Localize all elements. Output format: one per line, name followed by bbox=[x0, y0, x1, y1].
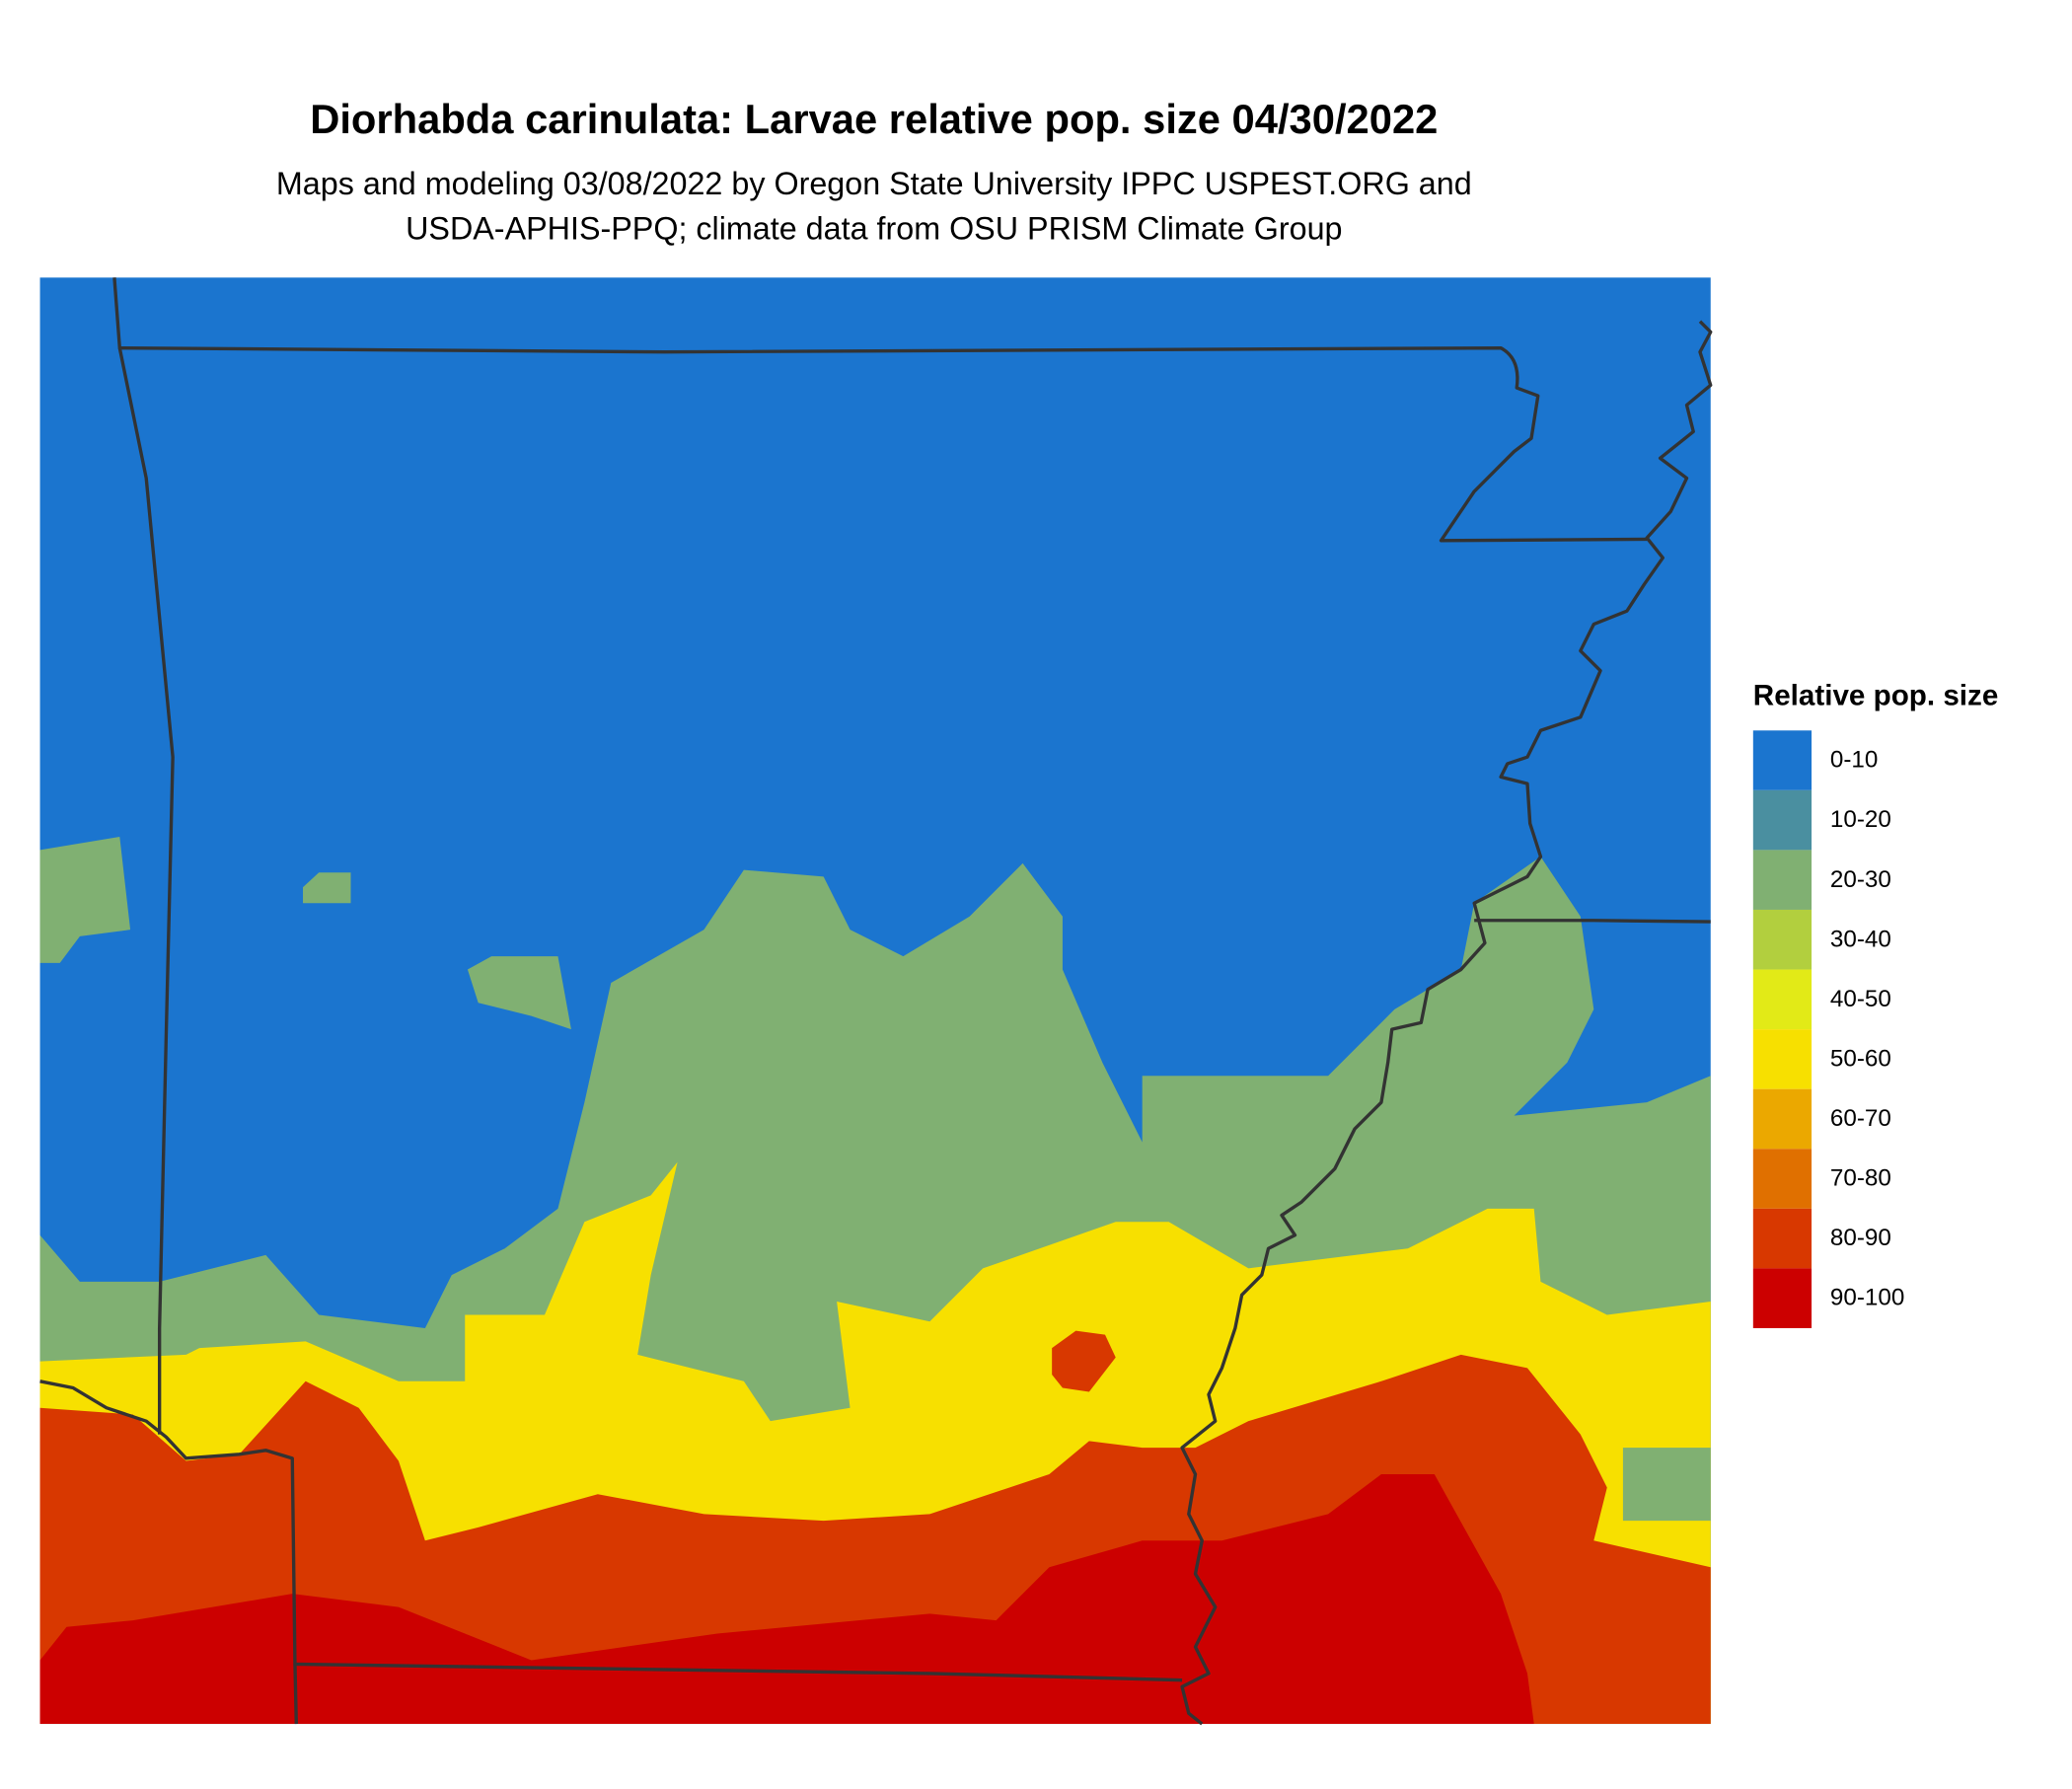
legend-swatch bbox=[1752, 1029, 1813, 1089]
zone-20-30 bbox=[467, 956, 571, 1030]
state-border bbox=[293, 1664, 298, 1725]
zone-20-30 bbox=[39, 836, 131, 963]
legend-label: 20-30 bbox=[1830, 866, 1891, 893]
legend-label: 80-90 bbox=[1830, 1225, 1891, 1251]
legend-label: 30-40 bbox=[1830, 926, 1891, 952]
legend-label: 0-10 bbox=[1830, 747, 1878, 774]
legend-label: 40-50 bbox=[1830, 986, 1891, 1012]
state-border bbox=[112, 277, 1648, 543]
legend-swatch bbox=[1752, 1268, 1813, 1328]
legend-title: Relative pop. size bbox=[1753, 679, 1998, 711]
map-subtitle: Maps and modeling 03/08/2022 by Oregon S… bbox=[276, 166, 1472, 201]
legend: 0-10 10-20 20-30 30-40 40-50 50-60 60-70 70-80 8… bbox=[1752, 730, 1904, 1328]
legend-label: 60-70 bbox=[1830, 1105, 1891, 1132]
state-border bbox=[117, 347, 175, 1435]
state-border bbox=[39, 1379, 1183, 1682]
state-border bbox=[1180, 320, 1713, 1726]
map-subtitle: USDA-APHIS-PPQ; climate data from OSU PR… bbox=[406, 211, 1342, 247]
legend-swatch bbox=[1752, 1088, 1813, 1150]
zone-80-90 bbox=[1052, 1330, 1116, 1392]
legend-swatch bbox=[1752, 1149, 1813, 1209]
map-area bbox=[39, 277, 1713, 1726]
legend-swatch bbox=[1752, 730, 1813, 790]
zone-20-30 bbox=[1622, 1448, 1711, 1522]
legend-swatch bbox=[1752, 909, 1813, 970]
zone-20-30 bbox=[303, 872, 351, 904]
legend-label: 50-60 bbox=[1830, 1045, 1891, 1072]
state-border bbox=[1474, 919, 1711, 924]
legend-label: 70-80 bbox=[1830, 1165, 1891, 1192]
legend-swatch bbox=[1752, 1208, 1813, 1269]
map-title: Diorhabda carinulata: Larvae relative po… bbox=[310, 96, 1438, 142]
legend-swatch bbox=[1752, 850, 1813, 910]
zone-90-100 bbox=[39, 1474, 1534, 1725]
legend-label: 90-100 bbox=[1830, 1285, 1904, 1311]
legend-label: 10-20 bbox=[1830, 806, 1891, 833]
legend-swatch bbox=[1752, 789, 1813, 851]
legend-swatch bbox=[1752, 969, 1813, 1030]
